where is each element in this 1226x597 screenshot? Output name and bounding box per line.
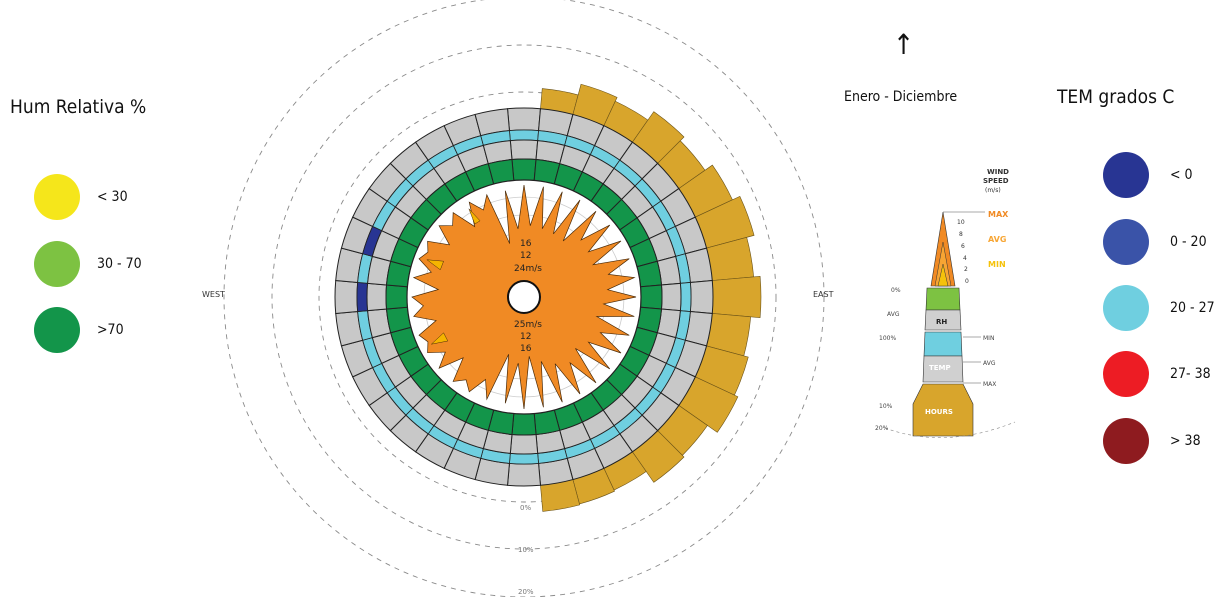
pct-label-20: 20%	[518, 588, 534, 596]
arrow-up-icon: ↑	[893, 28, 915, 61]
hum-label-mid: 30 - 70	[97, 256, 142, 272]
key-temp-label: TEMP	[929, 364, 951, 372]
key-bottom-10: 10%	[879, 403, 893, 410]
temp-cell	[679, 282, 692, 312]
key-avg-label: AVG	[988, 235, 1006, 244]
center-hub	[507, 280, 541, 314]
outer-gray-cell	[689, 279, 714, 315]
key-max-label: MAX	[988, 210, 1009, 219]
tem-label-above-38: > 38	[1170, 433, 1201, 449]
key-left-100: 100%	[879, 335, 896, 342]
key-tick-8: 8	[959, 231, 963, 238]
key-tick-0: 0	[965, 278, 969, 285]
outer-gray-cell	[506, 462, 542, 487]
tem-swatch-0-20	[1103, 219, 1149, 265]
inner-label-top-2: 12	[520, 251, 531, 261]
wind-min-wedge-0	[426, 259, 444, 271]
wind-min-wedge-2	[468, 208, 481, 225]
rh-cell	[511, 158, 537, 181]
inner-gray-cell	[509, 433, 539, 455]
key-tick-2: 2	[964, 266, 968, 273]
hum-label-high: >70	[97, 322, 124, 338]
hum-swatch-low	[34, 174, 80, 220]
key-tick-6: 6	[961, 243, 965, 250]
key-rh-gray	[924, 309, 962, 331]
wind-min-wedge-1	[430, 332, 449, 345]
tem-label-20-27: 20 - 27	[1170, 300, 1215, 316]
temp-cell	[509, 452, 539, 465]
inner-gray-cell	[660, 282, 682, 312]
inner-gray-cell	[509, 139, 539, 161]
direction-label: Enero - Diciembre	[844, 89, 958, 105]
temp-cell	[509, 129, 539, 142]
key-tick-4: 4	[963, 255, 967, 262]
inner-gray-cell	[366, 282, 388, 312]
rh-cell	[511, 413, 537, 436]
key-left-avg: AVG	[887, 311, 900, 318]
key-right-max: MAX	[983, 381, 996, 388]
inner-label-top-3: 24m/s	[514, 264, 542, 274]
inner-label-bottom-2: 12	[520, 332, 531, 342]
wind-rose-diagram: WEST EAST 0% 10% 20% 16 12 24m/s 25m/s 1…	[202, 0, 834, 597]
rh-cell	[640, 284, 663, 310]
key-temp-gray	[922, 355, 964, 383]
hours-bar	[710, 276, 762, 318]
tem-label-below-0: < 0	[1170, 167, 1193, 183]
tem-legend-title: TEM grados C	[1057, 86, 1175, 108]
key-wind-title-3: (m/s)	[985, 187, 1001, 194]
key-right-min: MIN	[983, 335, 994, 342]
tem-swatch-above-38	[1103, 418, 1149, 464]
tem-label-0-20: 0 - 20	[1170, 234, 1207, 250]
key-rh-block	[925, 287, 961, 311]
key-min-label: MIN	[988, 260, 1006, 269]
key-dashed-arc	[884, 421, 1016, 438]
key-bottom-20: 20%	[875, 425, 889, 432]
pct-circle-2	[223, 0, 825, 597]
key-rh-label: RH	[936, 318, 947, 326]
tem-swatch-20-27	[1103, 285, 1149, 331]
key-temp-block	[923, 331, 963, 357]
pct-label-10: 10%	[518, 546, 534, 554]
west-label: WEST	[202, 290, 225, 299]
rh-cell	[385, 284, 408, 310]
outer-gray-cell	[506, 107, 542, 132]
hum-swatch-mid	[34, 241, 80, 287]
tem-swatch-below-0	[1103, 152, 1149, 198]
east-label: EAST	[813, 290, 834, 299]
tem-label-27-38: 27- 38	[1170, 366, 1211, 382]
inner-label-top-1: 16	[520, 239, 532, 249]
key-wind-min	[937, 263, 949, 287]
outer-gray-cell	[334, 279, 359, 315]
inner-label-bottom-3: 16	[520, 344, 532, 354]
temp-cell	[356, 282, 369, 312]
tem-swatch-27-38	[1103, 351, 1149, 397]
key-hours-label: HOURS	[925, 408, 953, 416]
key-hours-block	[912, 383, 974, 437]
wind-key-diagram: WIND SPEED (m/s) 10 8 6 4 2 0 MAX AVG MI…	[875, 168, 1016, 438]
pct-circle-1	[271, 44, 777, 550]
key-right-avg: AVG	[983, 360, 996, 367]
key-left-0: 0%	[891, 287, 901, 294]
key-tick-10: 10	[957, 219, 965, 226]
key-wind-title-2: SPEED	[983, 177, 1009, 185]
inner-label-bottom-1: 25m/s	[514, 320, 542, 330]
hum-legend-title: Hum Relativa %	[10, 96, 147, 118]
hum-label-low: < 30	[97, 189, 128, 205]
key-wind-title-1: WIND	[987, 168, 1009, 176]
pct-label-0: 0%	[520, 504, 531, 512]
hum-swatch-high	[34, 307, 80, 353]
